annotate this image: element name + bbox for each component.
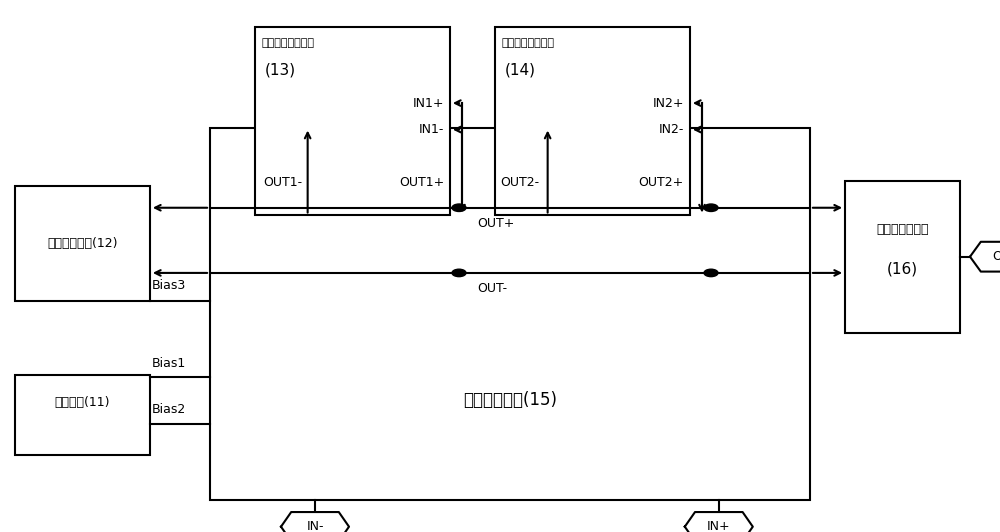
Text: Bias1: Bias1 xyxy=(152,357,186,370)
Text: OUT1+: OUT1+ xyxy=(399,176,444,189)
Text: Bias3: Bias3 xyxy=(152,279,186,293)
Circle shape xyxy=(704,204,718,212)
Text: 第一增益自举模块: 第一增益自举模块 xyxy=(261,38,314,48)
Polygon shape xyxy=(970,242,1000,272)
Text: 共模反馈模块(12): 共模反馈模块(12) xyxy=(47,237,118,250)
Text: 偏置模块(11): 偏置模块(11) xyxy=(55,396,110,410)
Bar xyxy=(845,181,960,332)
Circle shape xyxy=(452,269,466,277)
Circle shape xyxy=(452,204,466,212)
Text: OUT1-: OUT1- xyxy=(263,176,302,189)
Text: OUT+: OUT+ xyxy=(477,218,514,230)
Text: OUT-: OUT- xyxy=(477,282,507,295)
Circle shape xyxy=(704,269,718,277)
Text: (14): (14) xyxy=(505,63,536,78)
Text: OUT2+: OUT2+ xyxy=(639,176,684,189)
Text: IN1-: IN1- xyxy=(419,123,444,136)
Text: (16): (16) xyxy=(887,261,918,276)
Text: (13): (13) xyxy=(265,63,296,78)
Text: 第二增益自举模块: 第二增益自举模块 xyxy=(501,38,554,48)
Polygon shape xyxy=(281,512,349,532)
Text: IN+: IN+ xyxy=(707,520,731,532)
Bar xyxy=(15,375,150,455)
Text: 差分转单端模块: 差分转单端模块 xyxy=(876,223,929,236)
Text: IN1+: IN1+ xyxy=(413,97,444,110)
Bar xyxy=(255,27,450,215)
Text: IN2+: IN2+ xyxy=(652,97,684,110)
Text: OUT: OUT xyxy=(993,250,1000,263)
Bar xyxy=(495,27,690,215)
Text: IN-: IN- xyxy=(306,520,324,532)
Text: 差分输入模块(15): 差分输入模块(15) xyxy=(463,390,557,409)
Bar xyxy=(15,186,150,301)
Text: IN2-: IN2- xyxy=(659,123,684,136)
Text: Bias2: Bias2 xyxy=(152,403,186,416)
Bar xyxy=(210,128,810,500)
Polygon shape xyxy=(685,512,753,532)
Text: OUT2-: OUT2- xyxy=(500,176,539,189)
